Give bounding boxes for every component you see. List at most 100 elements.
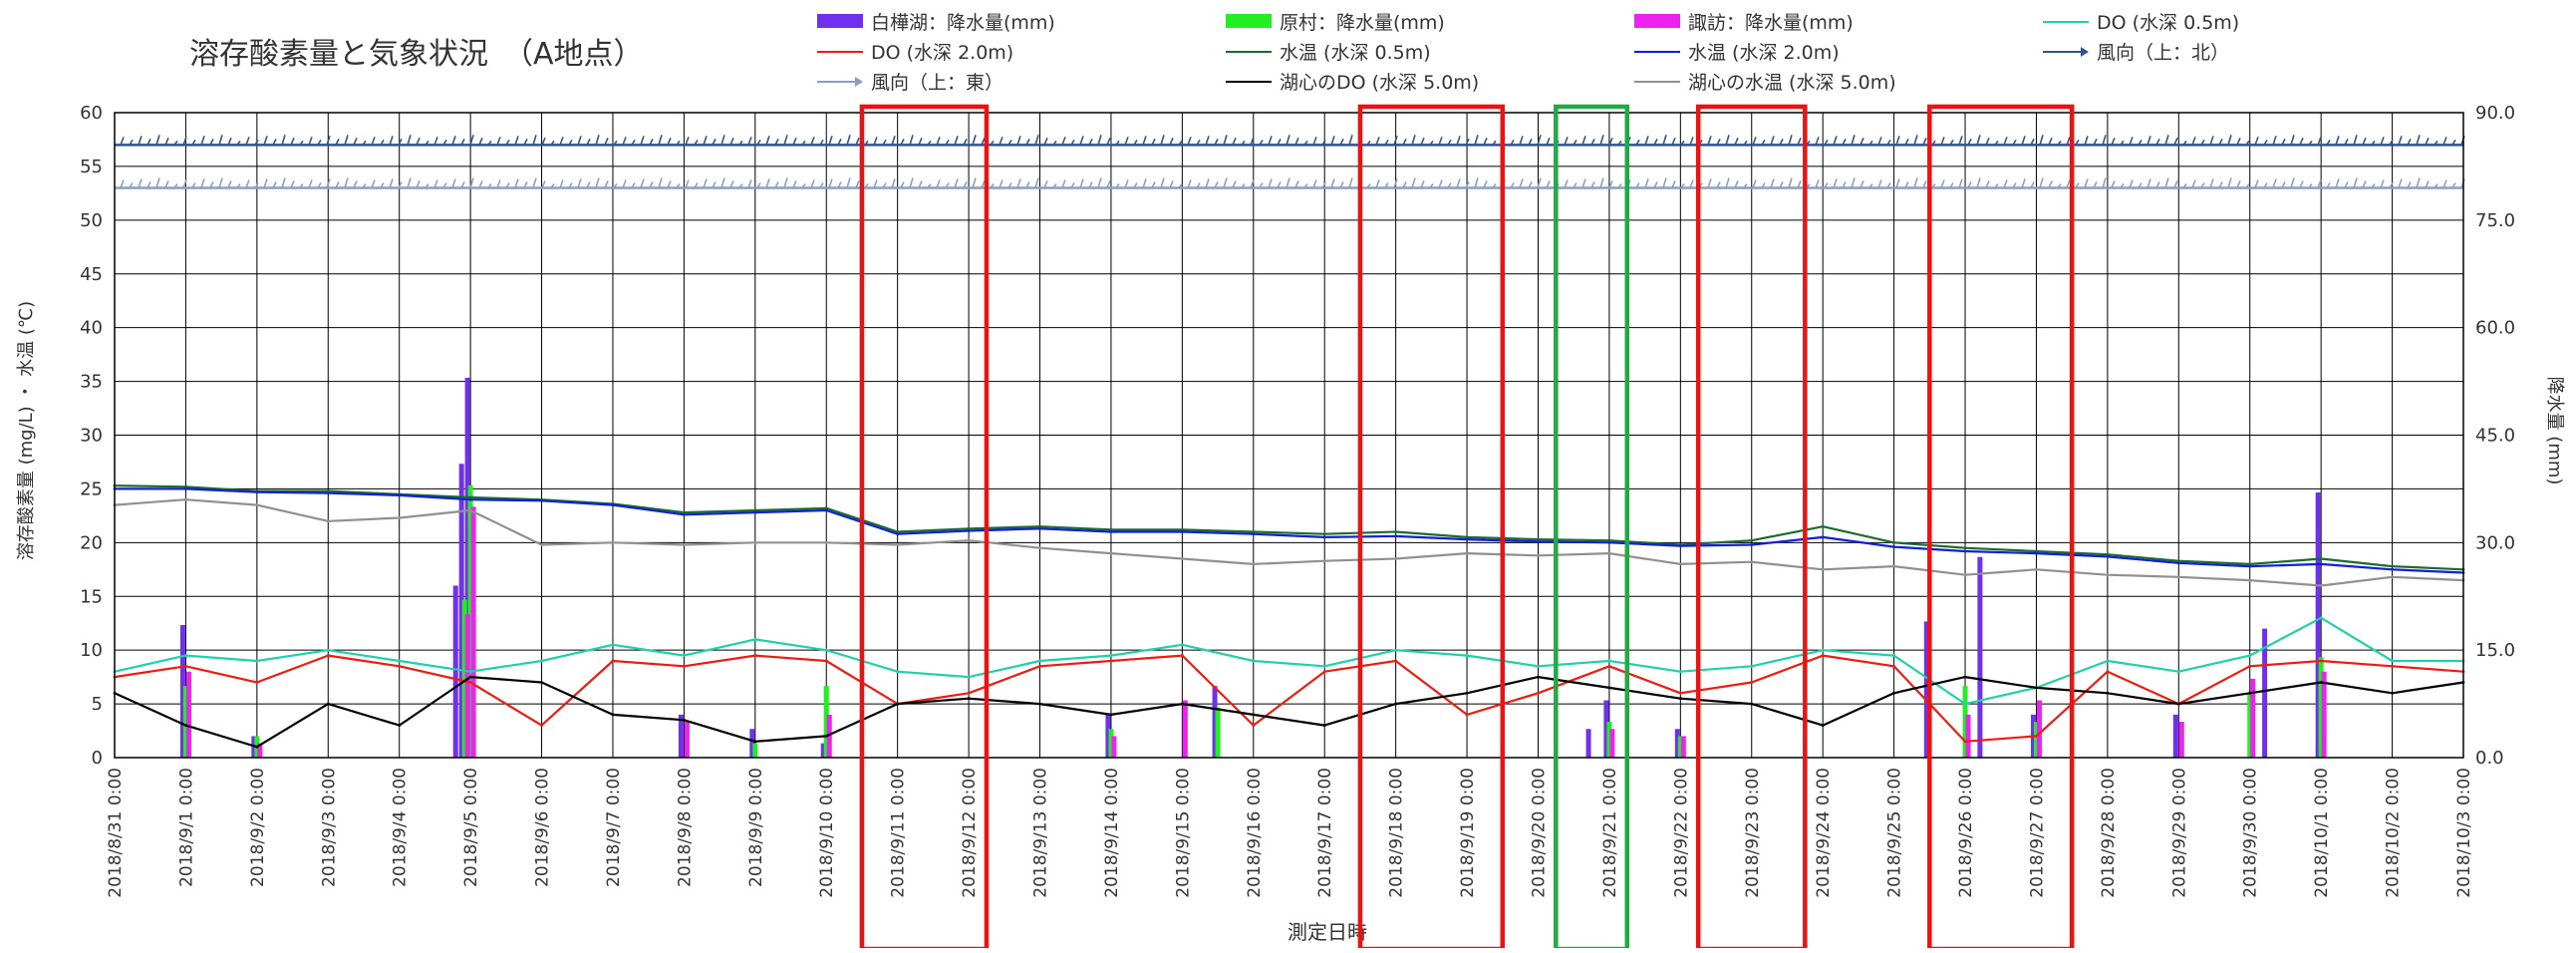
wind-arrow (729, 180, 734, 188)
wind-arrow (756, 182, 761, 188)
wind-arrow (469, 135, 474, 146)
wind-arrow (2442, 137, 2447, 146)
wind-arrow (2155, 181, 2160, 188)
wind-arrow (604, 180, 609, 188)
wind-arrow (1411, 135, 1416, 146)
wind-arrow (505, 182, 510, 188)
series-point (1180, 527, 1184, 531)
wind-arrow (1725, 177, 1730, 188)
wind-arrow (2147, 136, 2151, 146)
wind-arrow (909, 135, 914, 146)
wind-arrow (1178, 140, 1183, 146)
series-point (824, 735, 828, 738)
wind-arrow (2326, 182, 2331, 188)
wind-arrow (1743, 183, 1748, 188)
wind-arrow (936, 179, 941, 188)
wind-arrow (1510, 139, 1515, 146)
x-tick-label: 2018/10/2 0:00 (2384, 768, 2404, 898)
wind-arrow (1564, 137, 1569, 146)
x-tick-label: 2018/9/11 0:00 (889, 768, 909, 898)
wind-arrow (451, 136, 456, 146)
wind-arrow (2093, 181, 2098, 188)
series-point (2248, 654, 2252, 657)
wind-arrow (1070, 182, 1075, 188)
series-point (540, 543, 543, 546)
wind-arrow (613, 140, 618, 146)
wind-arrow (577, 178, 582, 188)
precip-bar (2250, 678, 2256, 758)
series-point (1607, 659, 1611, 663)
wind-arrow (927, 140, 932, 146)
wind-arrow (1886, 182, 1891, 188)
wind-arrow (631, 182, 636, 188)
series-point (184, 487, 187, 490)
wind-arrow (407, 135, 412, 146)
wind-arrow (1169, 180, 1174, 188)
y-tick-label-right: 30.0 (2475, 532, 2515, 553)
wind-arrow (1223, 135, 1228, 146)
wind-arrow (344, 177, 349, 188)
wind-arrow (2138, 182, 2143, 188)
wind-arrow (209, 138, 214, 146)
wind-arrow (1348, 177, 1353, 188)
precip-bar (1212, 686, 1218, 758)
series-point (1322, 535, 1326, 539)
wind-arrow (2362, 180, 2367, 188)
wind-arrow (747, 179, 752, 188)
wind-arrow (1330, 178, 1335, 188)
wind-arrow (2075, 139, 2080, 146)
wind-arrow (1788, 135, 1793, 146)
wind-arrow (236, 140, 241, 146)
wind-arrow (1447, 182, 1452, 188)
wind-arrow (1259, 139, 1264, 146)
wind-arrow (2138, 139, 2143, 146)
wind-arrow (1286, 135, 1290, 146)
wind-arrow (2164, 177, 2169, 188)
series-point (255, 681, 259, 684)
series-point (184, 664, 187, 668)
wind-arrow (1958, 178, 1963, 188)
wind-arrow (2030, 138, 2035, 146)
wind-arrow (1815, 137, 1820, 146)
precip-bar (1606, 722, 1612, 758)
series-point (611, 540, 615, 544)
wind-arrow (1940, 179, 1945, 188)
wind-arrow (398, 138, 403, 146)
wind-arrow (2164, 135, 2169, 146)
x-tick-label: 2018/9/6 0:00 (533, 768, 553, 887)
wind-arrow (801, 140, 806, 146)
series-point (255, 659, 259, 663)
wind-arrow (1510, 182, 1515, 188)
wind-arrow (1994, 140, 1999, 146)
wind-arrow (1402, 138, 1407, 146)
wind-arrow (1752, 179, 1757, 188)
series-point (1394, 534, 1398, 538)
legend-label: 諏訪：降水量(mm) (1688, 12, 1854, 34)
wind-arrow (1913, 135, 1918, 146)
series-point (682, 512, 686, 516)
wind-arrow (1985, 138, 1990, 146)
wind-arrow (1581, 178, 1586, 188)
wind-arrow (2272, 178, 2277, 188)
wind-arrow (891, 136, 896, 146)
wind-arrow (990, 140, 995, 146)
wind-arrow (2021, 136, 2026, 146)
wind-arrow (1097, 177, 1102, 188)
wind-arrow (469, 177, 474, 188)
wind-arrow (694, 139, 699, 146)
y-tick-label-left: 40 (80, 318, 103, 339)
wind-arrow (1438, 137, 1443, 146)
wind-arrow (1860, 180, 1864, 188)
wind-arrow (658, 135, 663, 146)
wind-arrow (380, 182, 385, 188)
series-point (1537, 553, 1540, 557)
wind-arrow (532, 177, 537, 188)
wind-arrow (1196, 139, 1201, 146)
precip-bar (1674, 729, 1680, 758)
wind-arrow (1877, 179, 1882, 188)
wind-arrow (1877, 137, 1882, 146)
wind-arrow (2407, 181, 2412, 188)
series-point (1537, 691, 1540, 695)
series-point (326, 491, 330, 495)
wind-arrow (2182, 140, 2187, 146)
